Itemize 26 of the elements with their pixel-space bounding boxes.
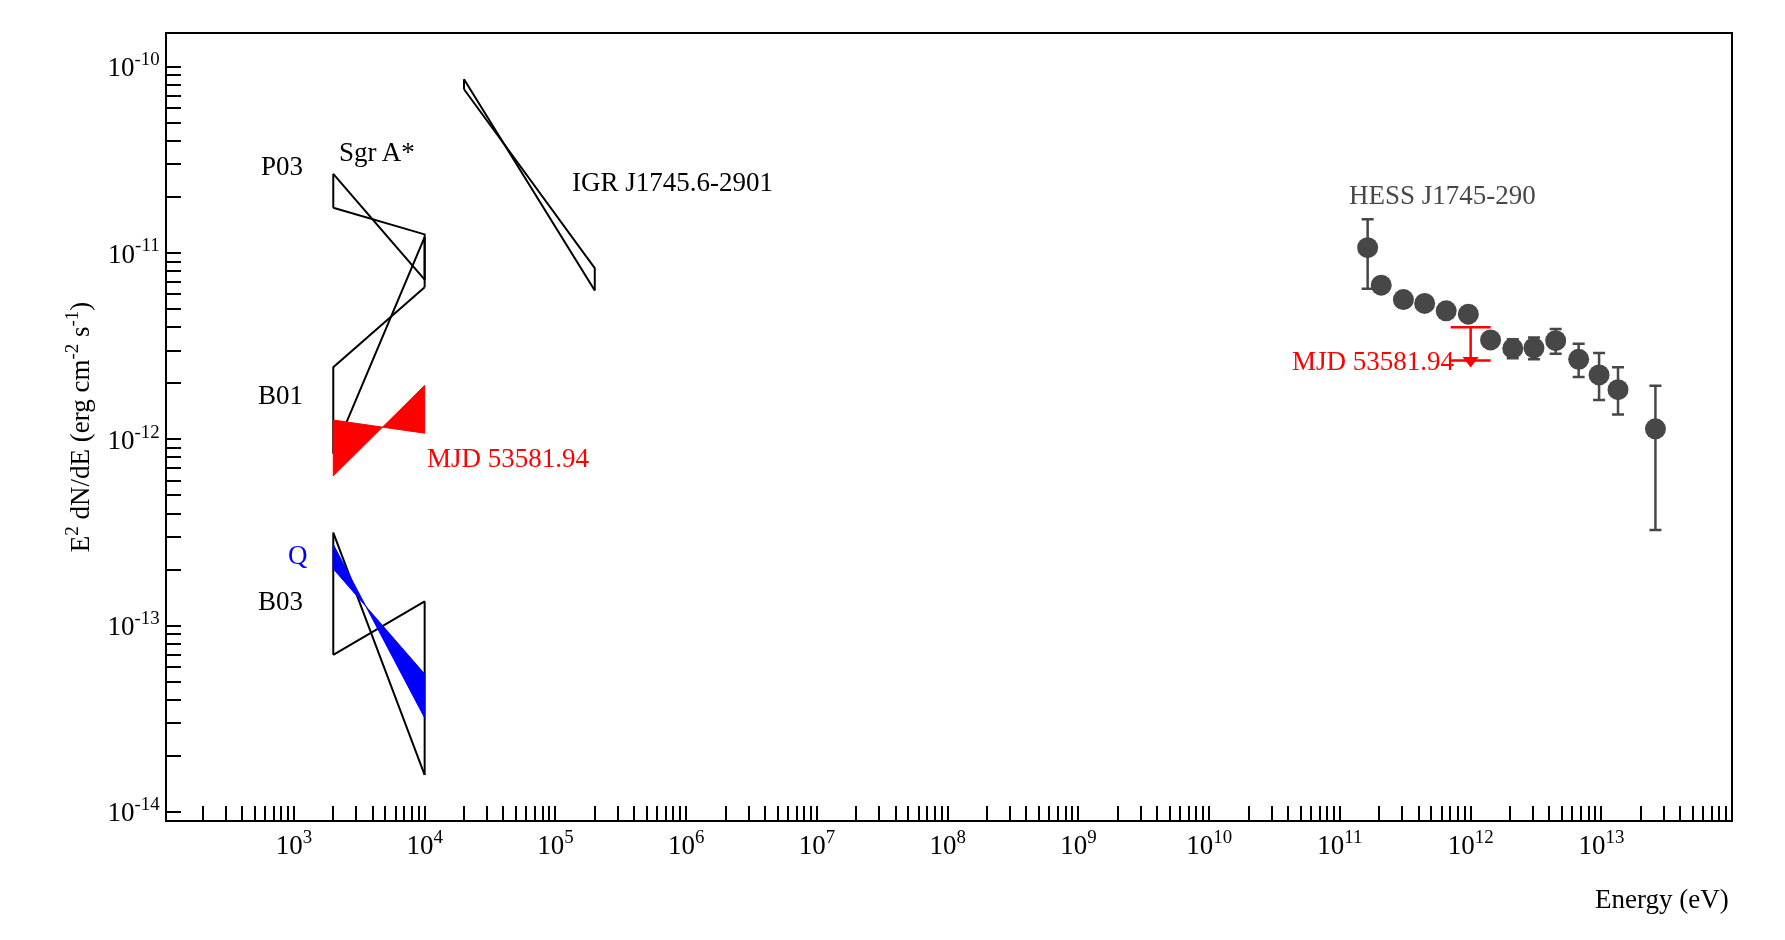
x-axis-title: Energy (eV) bbox=[1595, 884, 1729, 914]
y-tick-label: 10$^{-14}$ bbox=[107, 793, 161, 828]
series-label: HESS J1745-290 bbox=[1349, 180, 1536, 210]
x-tick-label: 10$^{9}$ bbox=[1060, 826, 1097, 861]
x-tick-label: 10$^{4}$ bbox=[406, 826, 444, 861]
series-label: B01 bbox=[258, 380, 304, 410]
series-label: Q bbox=[288, 540, 308, 570]
x-tick-label: 10$^{7}$ bbox=[798, 826, 836, 861]
series-label: IGR J1745.6-2901 bbox=[572, 167, 773, 197]
y-tick-label: 10$^{-13}$ bbox=[107, 606, 160, 642]
x-tick-label: 10$^{5}$ bbox=[537, 826, 574, 861]
x-tick-label: 10$^{12}$ bbox=[1447, 826, 1494, 861]
x-tick-label: 10$^{13}$ bbox=[1578, 826, 1625, 861]
annotation: Sgr A* bbox=[339, 137, 415, 167]
x-tick-label: 10$^{11}$ bbox=[1317, 826, 1363, 861]
x-tick-label: 10$^{8}$ bbox=[929, 826, 966, 861]
y-tick-label: 10$^{-10}$ bbox=[107, 47, 160, 83]
x-tick-label: 10$^{3}$ bbox=[275, 826, 313, 861]
series-label: MJD 53581.94 bbox=[1292, 346, 1455, 376]
y-tick-label: 10$^{-12}$ bbox=[107, 420, 160, 455]
y-tick-label: 10$^{-11}$ bbox=[108, 234, 160, 269]
series-label: B03 bbox=[258, 586, 304, 616]
x-tick-label: 10$^{10}$ bbox=[1186, 826, 1233, 861]
series-label: P03 bbox=[261, 151, 304, 181]
x-tick-label: 10$^{6}$ bbox=[667, 826, 705, 861]
series-label: MJD 53581.94 bbox=[427, 443, 590, 473]
